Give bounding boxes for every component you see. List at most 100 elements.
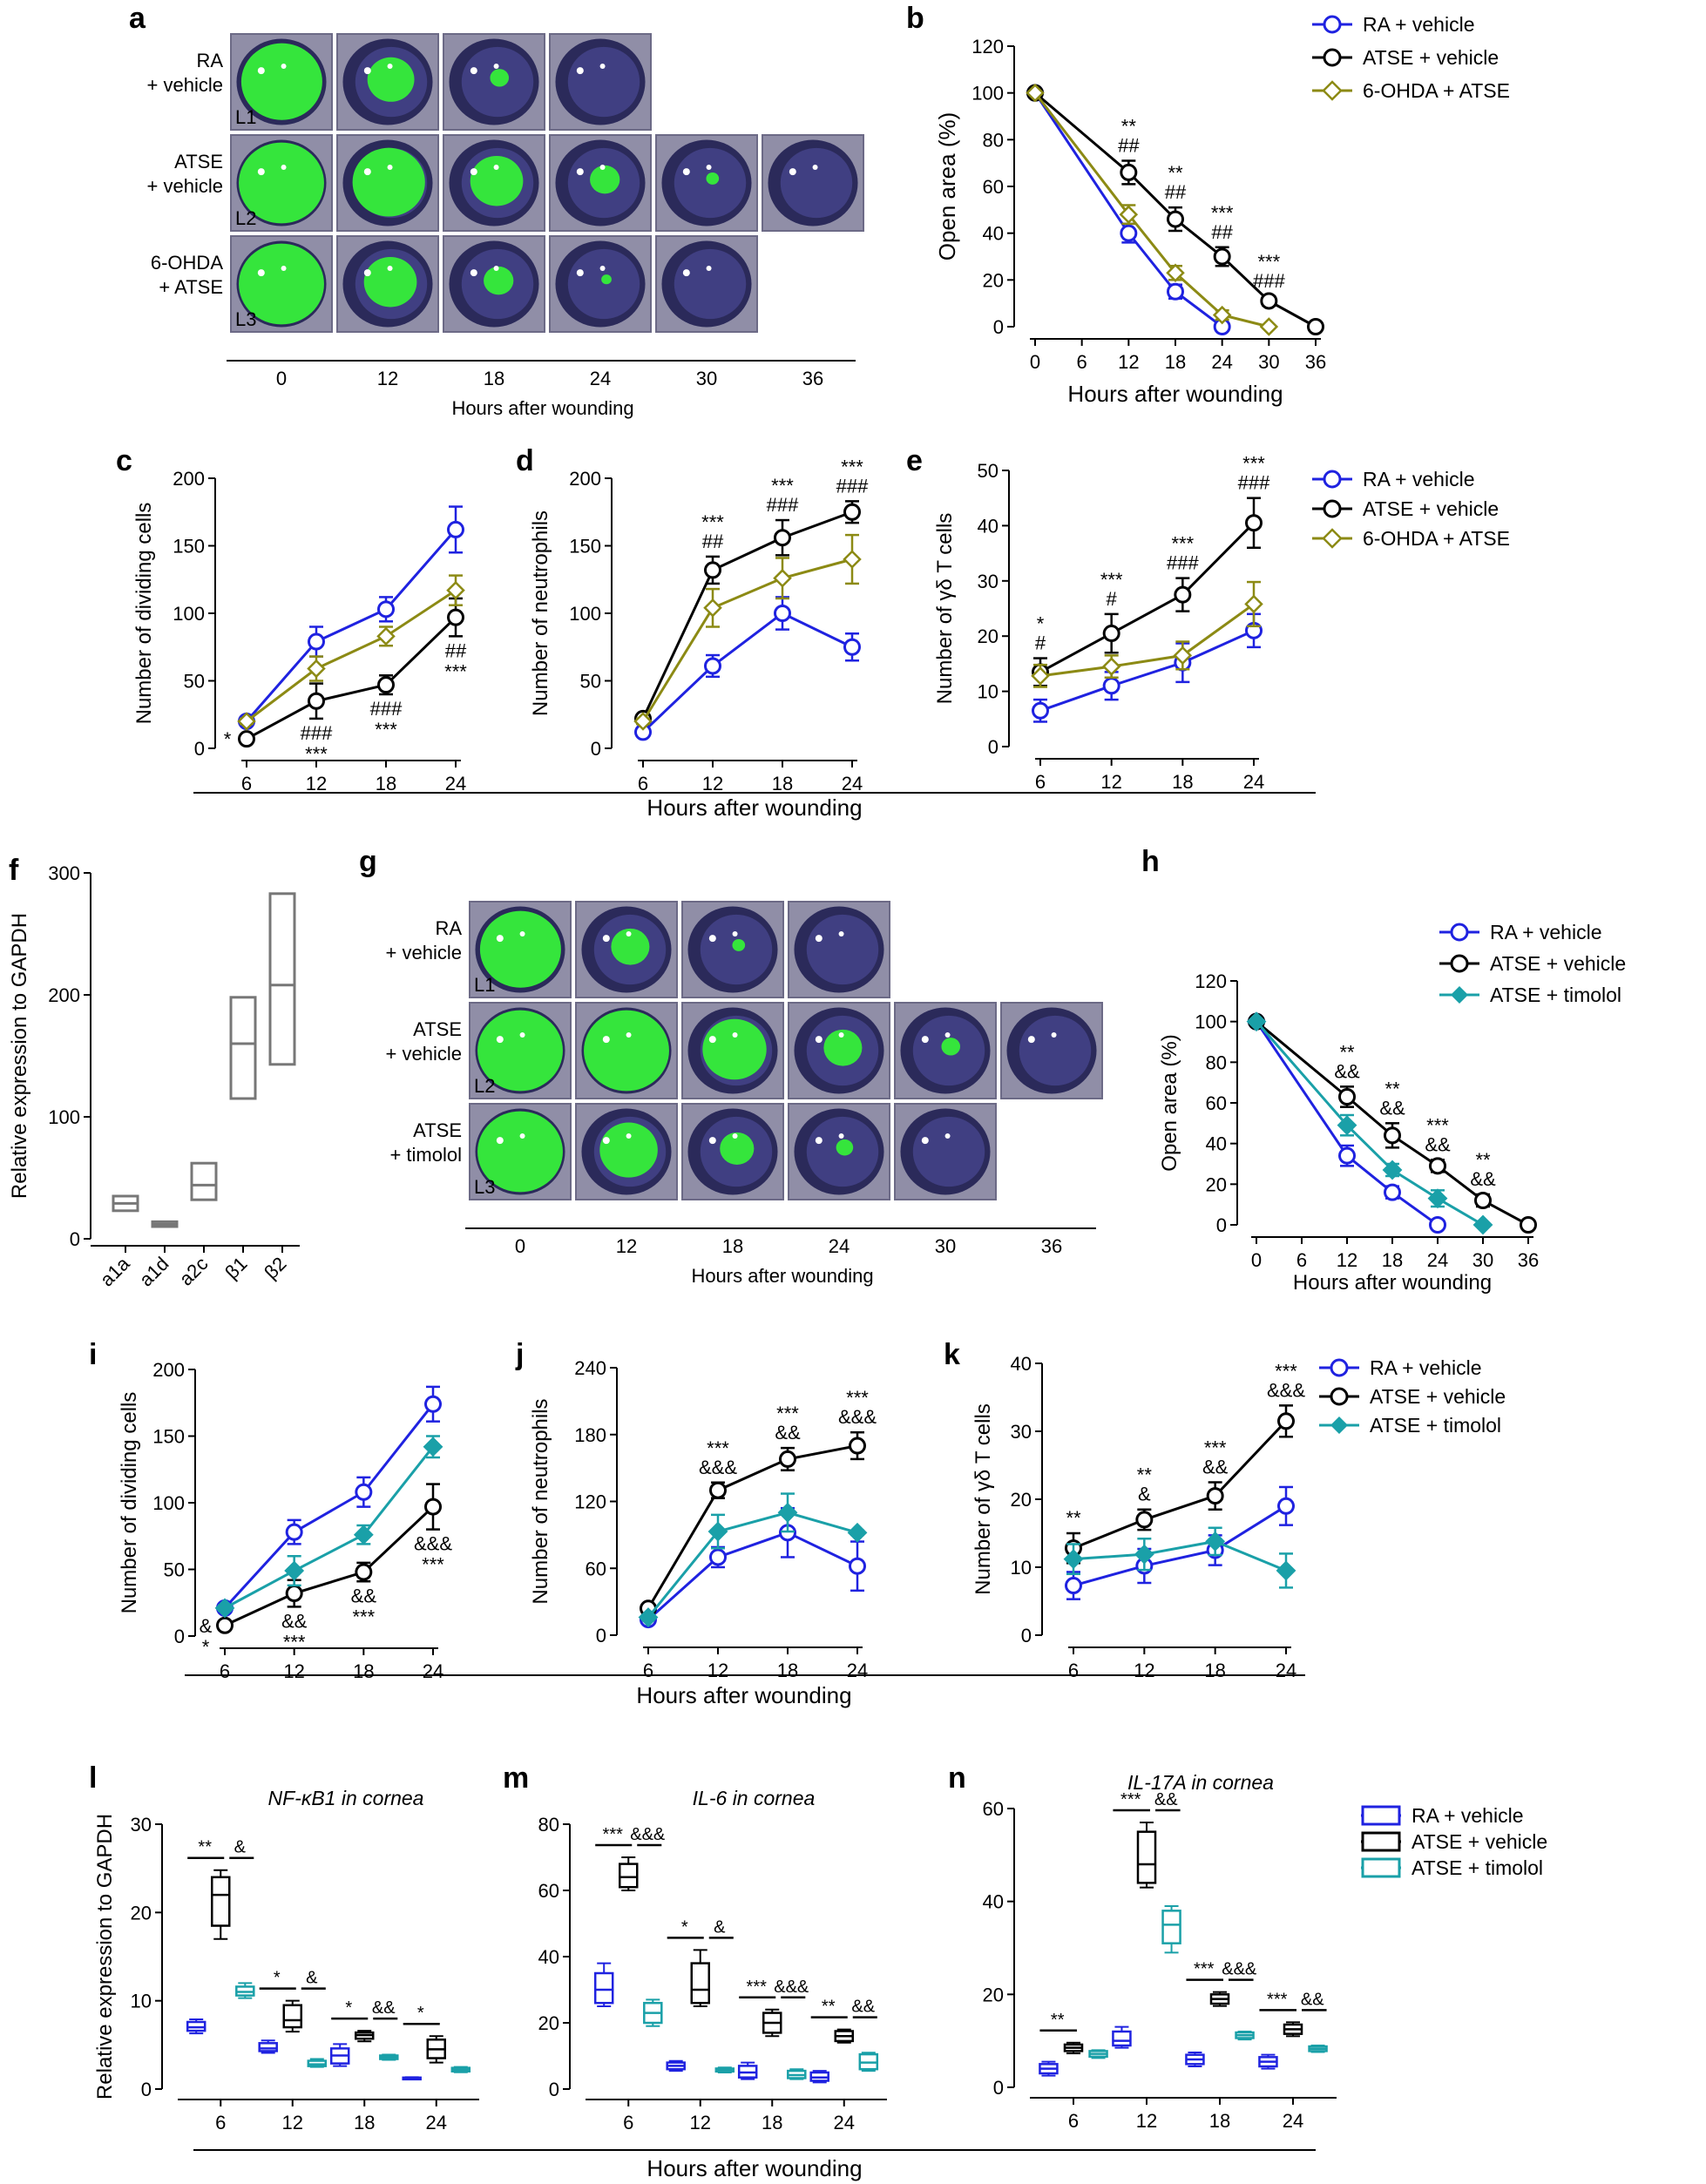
significance-mark: && — [851, 1998, 875, 2017]
y-axis-title: Number of neutrophils — [529, 511, 552, 716]
series-line — [223, 1403, 435, 1609]
series-line — [647, 1511, 858, 1619]
data-point — [1102, 625, 1120, 643]
light-reflex — [470, 269, 477, 277]
significance-mark: * — [345, 1998, 352, 2018]
chart-title: IL-17A in cornea — [1127, 1771, 1274, 1794]
legend-label: ATSE + vehicle — [1363, 46, 1499, 69]
data-point — [849, 1437, 866, 1455]
x-tick-label: 18 — [1172, 771, 1193, 793]
data-point — [1429, 1157, 1446, 1175]
series-line — [1255, 1020, 1439, 1227]
legend-label: ATSE + timolol — [1490, 984, 1621, 1006]
significance-mark: ** — [1168, 162, 1183, 184]
box-plot — [1283, 2021, 1303, 2038]
box-plot — [593, 1962, 614, 2007]
light-reflex — [576, 67, 584, 75]
significance-mark: && — [1470, 1168, 1496, 1190]
x-tick-label: 6 — [1068, 1660, 1079, 1681]
data-point — [847, 1522, 868, 1543]
fluorescein-stain — [477, 1010, 563, 1092]
eye-photo — [788, 901, 890, 998]
box-plot — [643, 1998, 663, 2027]
series-ra-vehicle — [1065, 1485, 1295, 1600]
significance-mark: && — [775, 1422, 801, 1444]
data-point — [424, 1498, 442, 1516]
significance-mark: *** — [707, 1437, 729, 1459]
y-tick-label: 150 — [152, 1426, 185, 1448]
data-point — [709, 1548, 727, 1566]
series-atse-vehicle — [216, 1483, 442, 1634]
significance-mark: * — [224, 728, 232, 750]
significance-mark: && — [1154, 1790, 1178, 1809]
hour-label: 18 — [484, 368, 504, 389]
series-line — [1039, 629, 1255, 713]
significance-mark: *** — [352, 1606, 375, 1627]
legend-marker — [1450, 923, 1469, 942]
series-atse-timolol — [1246, 1011, 1493, 1235]
data-point — [1101, 657, 1121, 676]
data-point — [1384, 1183, 1401, 1201]
significance-mark: *** — [841, 456, 863, 477]
significance-mark: *** — [1426, 1114, 1449, 1136]
eye-photo: L1 — [469, 901, 572, 998]
fluorescein-stain — [702, 1018, 767, 1080]
data-point — [214, 1598, 235, 1619]
chart-j: 0 60 120 180 240 6 12 18 24 Number of neutrophils… — [529, 1357, 877, 1681]
light-reflex — [281, 164, 287, 170]
x-tick-label: 12 — [690, 2112, 711, 2133]
eye-photo — [549, 33, 652, 131]
box — [1112, 2030, 1132, 2047]
x-tick-label: 18 — [1209, 2110, 1230, 2132]
significance-mark: ** — [1384, 1078, 1400, 1099]
data-point — [843, 550, 862, 569]
eye-photo: L1 — [230, 33, 333, 131]
data-point — [377, 600, 395, 619]
eye-photo — [681, 901, 784, 998]
fluorescein-stain — [584, 1010, 669, 1092]
data-point — [1338, 1146, 1356, 1165]
box-plot — [834, 2028, 854, 2044]
significance-mark: * — [417, 2004, 424, 2023]
significance-mark: * — [1037, 613, 1045, 635]
legend: RA + vehicle ATSE + vehicle 6-OHDA + ATSE — [1312, 468, 1510, 550]
significance-mark: *** — [1194, 1960, 1215, 1979]
fluorescein-stain — [363, 256, 417, 308]
significance-mark: & — [1138, 1484, 1151, 1505]
eye-iris — [912, 1116, 985, 1187]
data-point — [376, 626, 396, 646]
significance-mark: ** — [1137, 1464, 1153, 1486]
y-tick-label: 20 — [983, 1984, 1004, 2005]
eye-photo — [1000, 1002, 1103, 1099]
series-line — [1039, 522, 1256, 673]
y-tick-label: 10 — [1011, 1557, 1032, 1579]
x-tick-label: 12 — [306, 773, 327, 794]
chart-h: 0 20 40 60 80 100 120 0 6 12 18 24 30 36 Open area (%)… — [1158, 970, 1539, 1271]
legend-marker — [1323, 499, 1342, 518]
box-plot — [809, 2070, 829, 2084]
light-reflex — [602, 935, 610, 943]
x-tick-label: a2c — [175, 1253, 213, 1290]
y-axis-title: Open area (%) — [1158, 1034, 1181, 1171]
eye-photo — [655, 235, 758, 333]
box-plot — [1063, 2041, 1084, 2055]
fluorescein-stain — [599, 1122, 658, 1178]
y-tick-label: 40 — [538, 1946, 559, 1968]
x-tick-label: 12 — [283, 1660, 304, 1682]
panel-letter-j: j — [515, 1338, 524, 1371]
series-ra-vehicle — [216, 1385, 442, 1617]
x-tick-label: 12 — [702, 773, 723, 794]
significance-mark: ** — [1339, 1041, 1355, 1063]
significance-mark: *** — [776, 1403, 799, 1424]
data-point — [1338, 1088, 1356, 1106]
y-tick-label: 240 — [574, 1357, 606, 1379]
x-tick-label: 36 — [1518, 1249, 1539, 1271]
hour-label: 12 — [377, 368, 398, 389]
data-point — [1031, 666, 1050, 686]
eye-iris — [806, 914, 879, 985]
light-reflex — [815, 1137, 823, 1145]
data-point — [1213, 247, 1231, 266]
box-plot — [1112, 2025, 1132, 2049]
fluorescein-stain — [479, 910, 561, 988]
box-plot — [619, 1856, 639, 1891]
